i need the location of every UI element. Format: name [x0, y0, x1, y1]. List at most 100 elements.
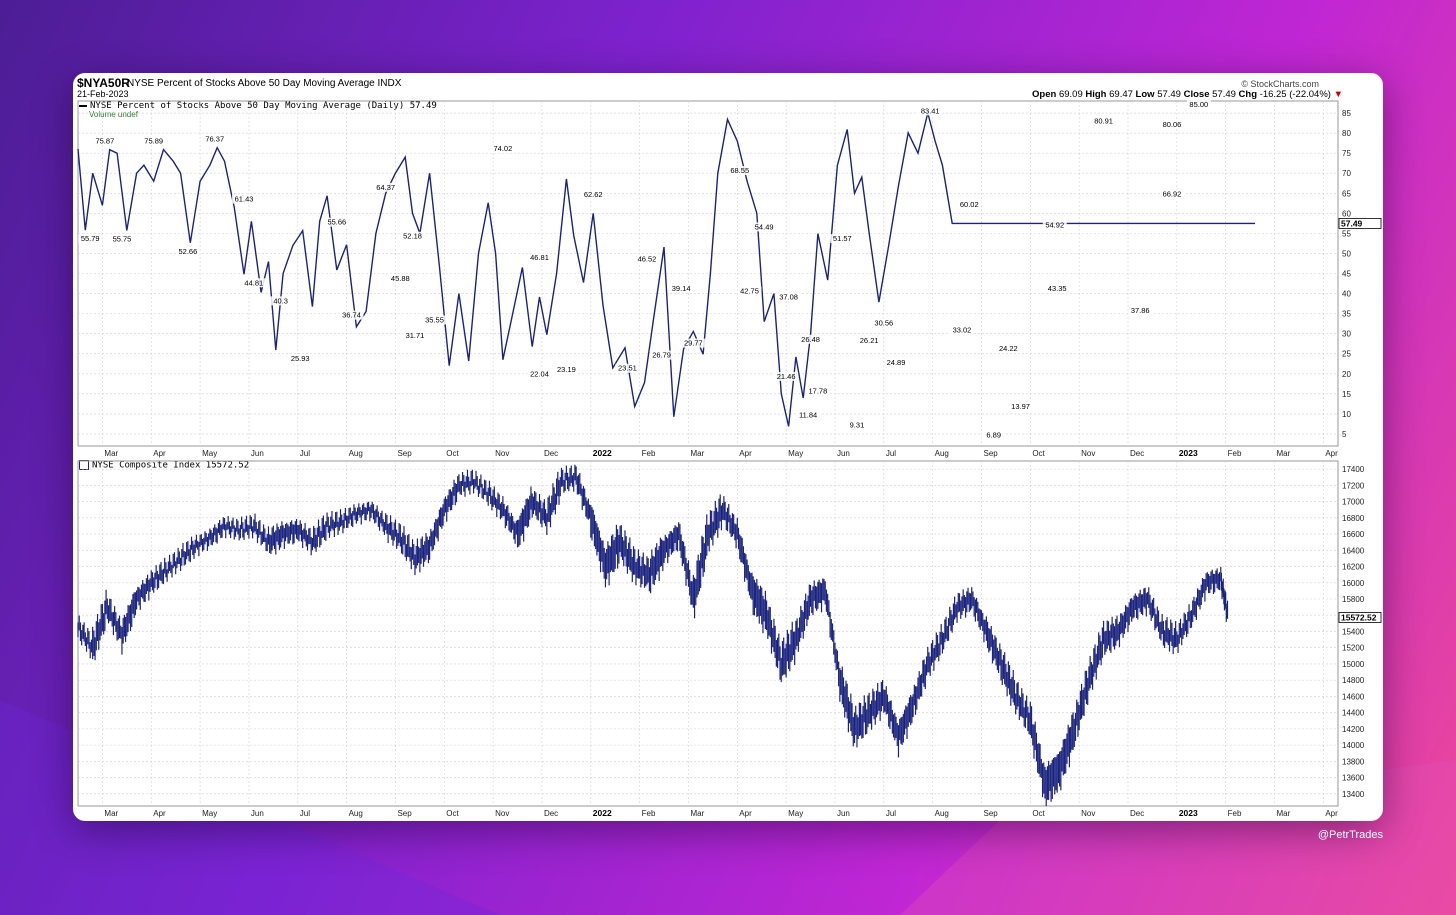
x-tick-label: Jul [300, 809, 310, 818]
data-label: 45.88 [391, 274, 410, 283]
x-tick-label: Jun [251, 449, 264, 458]
high-value: 69.47 [1109, 89, 1133, 100]
x-tick-label: Feb [642, 449, 656, 458]
data-label: 26.21 [860, 336, 879, 345]
data-label: 13.97 [1011, 402, 1030, 411]
x-tick-label: Mar [690, 449, 704, 458]
data-label: 25.93 [291, 354, 310, 363]
data-label-bg [388, 273, 413, 283]
y-tick-label: 55 [1342, 229, 1351, 238]
data-label-bg [681, 338, 706, 348]
data-label-bg [402, 330, 427, 340]
data-label: 80.06 [1163, 120, 1182, 129]
brand-label: © StockCharts.com [1241, 79, 1319, 89]
close-value: 57.49 [1212, 89, 1236, 100]
data-label-bg [232, 194, 257, 204]
x-tick-label: Mar [104, 809, 118, 818]
line-swatch-icon [79, 104, 87, 107]
data-label: 76.37 [205, 135, 224, 144]
y-tick-label: 16200 [1342, 563, 1365, 572]
legend-nyse-label: NYSE Composite Index 15572.52 [92, 460, 250, 471]
legend-breadth-label: NYSE Percent of Stocks Above 50 Day Movi… [90, 101, 437, 111]
data-label: 52.18 [403, 232, 422, 241]
y-tick-label: 17200 [1342, 481, 1365, 490]
chart-exchange: INDX [377, 78, 402, 89]
data-label: 60.02 [960, 200, 979, 209]
y-tick-label: 14800 [1342, 676, 1365, 685]
y-tick-label: 14000 [1342, 741, 1365, 750]
data-label-bg [527, 369, 552, 379]
data-label: 39.14 [672, 284, 691, 293]
legend-volume: Volume undef [89, 110, 138, 119]
data-label: 55.75 [113, 234, 132, 243]
data-label: 80.91 [1094, 116, 1113, 125]
x-tick-label: Nov [1081, 449, 1095, 458]
data-label: 85.00 [1189, 100, 1208, 109]
y-tick-label: 20 [1342, 370, 1351, 379]
x-tick-label: Dec [1130, 449, 1144, 458]
x-tick-label: Apr [739, 809, 752, 818]
data-label-bg [400, 231, 425, 241]
data-label: 46.52 [638, 254, 657, 263]
x-tick-label: Sep [983, 449, 998, 458]
data-label-bg [92, 136, 117, 146]
x-tick-label: Aug [935, 449, 949, 458]
data-label-bg [373, 182, 398, 192]
down-arrow-icon: ▼ [1333, 89, 1343, 100]
data-label-bg [796, 410, 821, 420]
x-tick-label: Jul [300, 449, 310, 458]
data-label-bg [175, 246, 200, 256]
data-label-bg [649, 350, 674, 360]
last-value-badge [1338, 217, 1382, 229]
x-tick-label: Aug [349, 809, 363, 818]
data-label-bg [554, 364, 579, 374]
low-label: Low [1135, 89, 1155, 100]
x-tick-label: May [202, 449, 217, 458]
x-tick-label: Oct [1032, 449, 1045, 458]
x-tick-label: Nov [495, 449, 509, 458]
y-tick-label: 15400 [1342, 627, 1365, 636]
close-label: Close [1183, 89, 1210, 100]
data-label-bg [422, 315, 447, 325]
data-label: 26.79 [652, 351, 671, 360]
legend-breadth: NYSE Percent of Stocks Above 50 Day Movi… [79, 101, 437, 111]
y-tick-label: 15200 [1342, 644, 1365, 653]
data-label: 33.02 [953, 326, 972, 335]
y-tick-label: 5 [1342, 430, 1347, 439]
data-label: 75.89 [144, 137, 163, 146]
y-tick-label: 13800 [1342, 757, 1365, 766]
watermark: @PetrTrades [1317, 829, 1383, 841]
data-label-bg [774, 371, 799, 381]
x-tick-label: May [202, 809, 217, 818]
high-label: High [1085, 89, 1107, 100]
data-label: 24.89 [887, 358, 906, 367]
x-tick-label: 2023 [1179, 808, 1198, 818]
data-label-bg [202, 134, 227, 144]
x-tick-label: Feb [1228, 809, 1242, 818]
data-label: 24.22 [999, 344, 1018, 353]
x-tick-label: 2022 [593, 448, 612, 458]
y-tick-label: 80 [1342, 129, 1351, 138]
data-label-bg [1128, 306, 1153, 316]
data-label-bg [830, 234, 855, 244]
data-label: 83.41 [921, 106, 940, 115]
y-tick-label: 16000 [1342, 579, 1365, 588]
data-label: 37.86 [1131, 306, 1150, 315]
data-label: 68.55 [730, 166, 749, 175]
data-label: 23.51 [618, 364, 637, 373]
data-label: 52.66 [178, 247, 197, 256]
data-label: 66.92 [1163, 190, 1182, 199]
data-label: 42.75 [740, 287, 759, 296]
data-label: 35.55 [425, 315, 444, 324]
y-tick-label: 14400 [1342, 709, 1365, 718]
data-label: 31.71 [406, 331, 425, 340]
data-label: 40.3 [273, 296, 288, 305]
open-label: Open [1032, 89, 1057, 100]
chg-value: -16.25 (-22.04%) [1259, 89, 1331, 100]
data-label-bg [527, 253, 552, 263]
chart-canvas: 5 10 15 20 25 30 35 40 45 50 55 60 65 70 75 80 85 Mar Apr M… [77, 100, 1382, 818]
x-tick-label: Apr [1325, 449, 1338, 458]
x-tick-label: May [788, 449, 803, 458]
y-tick-label: 50 [1342, 249, 1351, 258]
y-tick-label: 75 [1342, 149, 1351, 158]
